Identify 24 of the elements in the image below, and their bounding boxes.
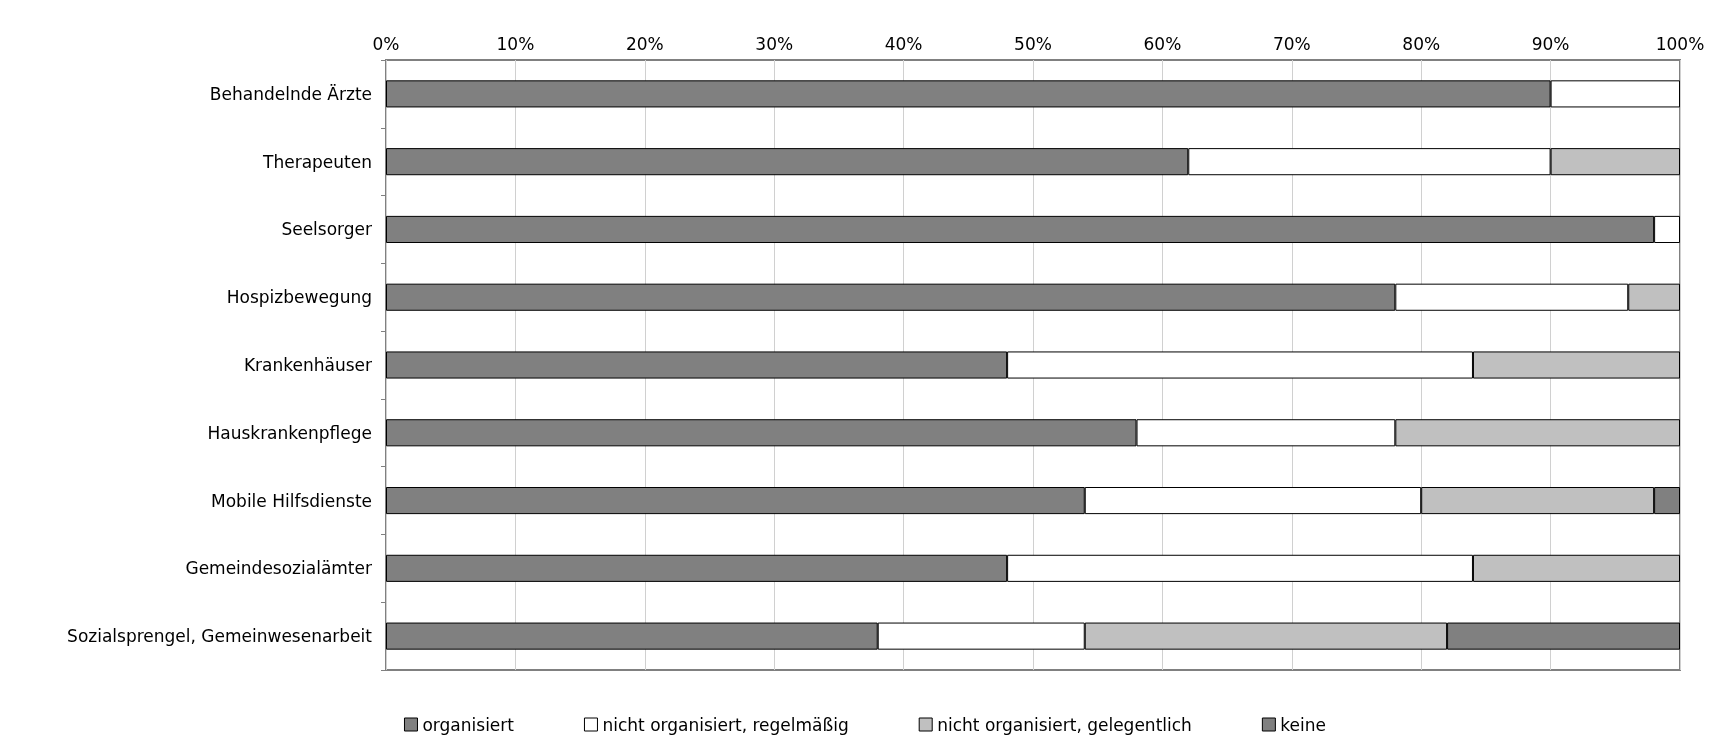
legend-label: nicht organisiert, regelmäßig <box>602 714 849 735</box>
y-tick-label: Mobile Hilfsdienste <box>211 490 372 511</box>
y-tick-label: Hauskrankenpflege <box>207 422 372 443</box>
y-tick-label: Hospizbewegung <box>226 287 372 308</box>
y-tick-label: Sozialsprengel, Gemeinwesenarbeit <box>67 626 373 647</box>
x-tick-label: 0% <box>372 33 400 54</box>
y-tick-label: Therapeuten <box>262 151 372 172</box>
x-tick-label: 20% <box>625 33 664 54</box>
y-tick-label: Behandelnde Ärzte <box>209 83 372 104</box>
x-tick-label: 50% <box>1014 33 1052 54</box>
x-tick-label: 100% <box>1655 33 1705 54</box>
legend-label: nicht organisiert, gelegentlich <box>937 714 1192 735</box>
x-tick-label: 10% <box>496 33 535 54</box>
y-tick-label: Krankenhäuser <box>243 355 373 375</box>
x-tick-label: 70% <box>1272 33 1311 54</box>
legend-label: keine <box>1280 714 1327 735</box>
legend-label: organisiert <box>422 714 515 735</box>
y-tick-label: Seelsorger <box>281 219 373 240</box>
x-tick-label: 40% <box>884 33 923 54</box>
x-tick-label: 90% <box>1531 33 1570 54</box>
x-tick-label: 60% <box>1143 33 1182 54</box>
x-tick-label: 80% <box>1402 33 1441 54</box>
x-tick-label: 30% <box>755 33 794 54</box>
y-tick-label: Gemeindesozialämter <box>185 558 372 579</box>
